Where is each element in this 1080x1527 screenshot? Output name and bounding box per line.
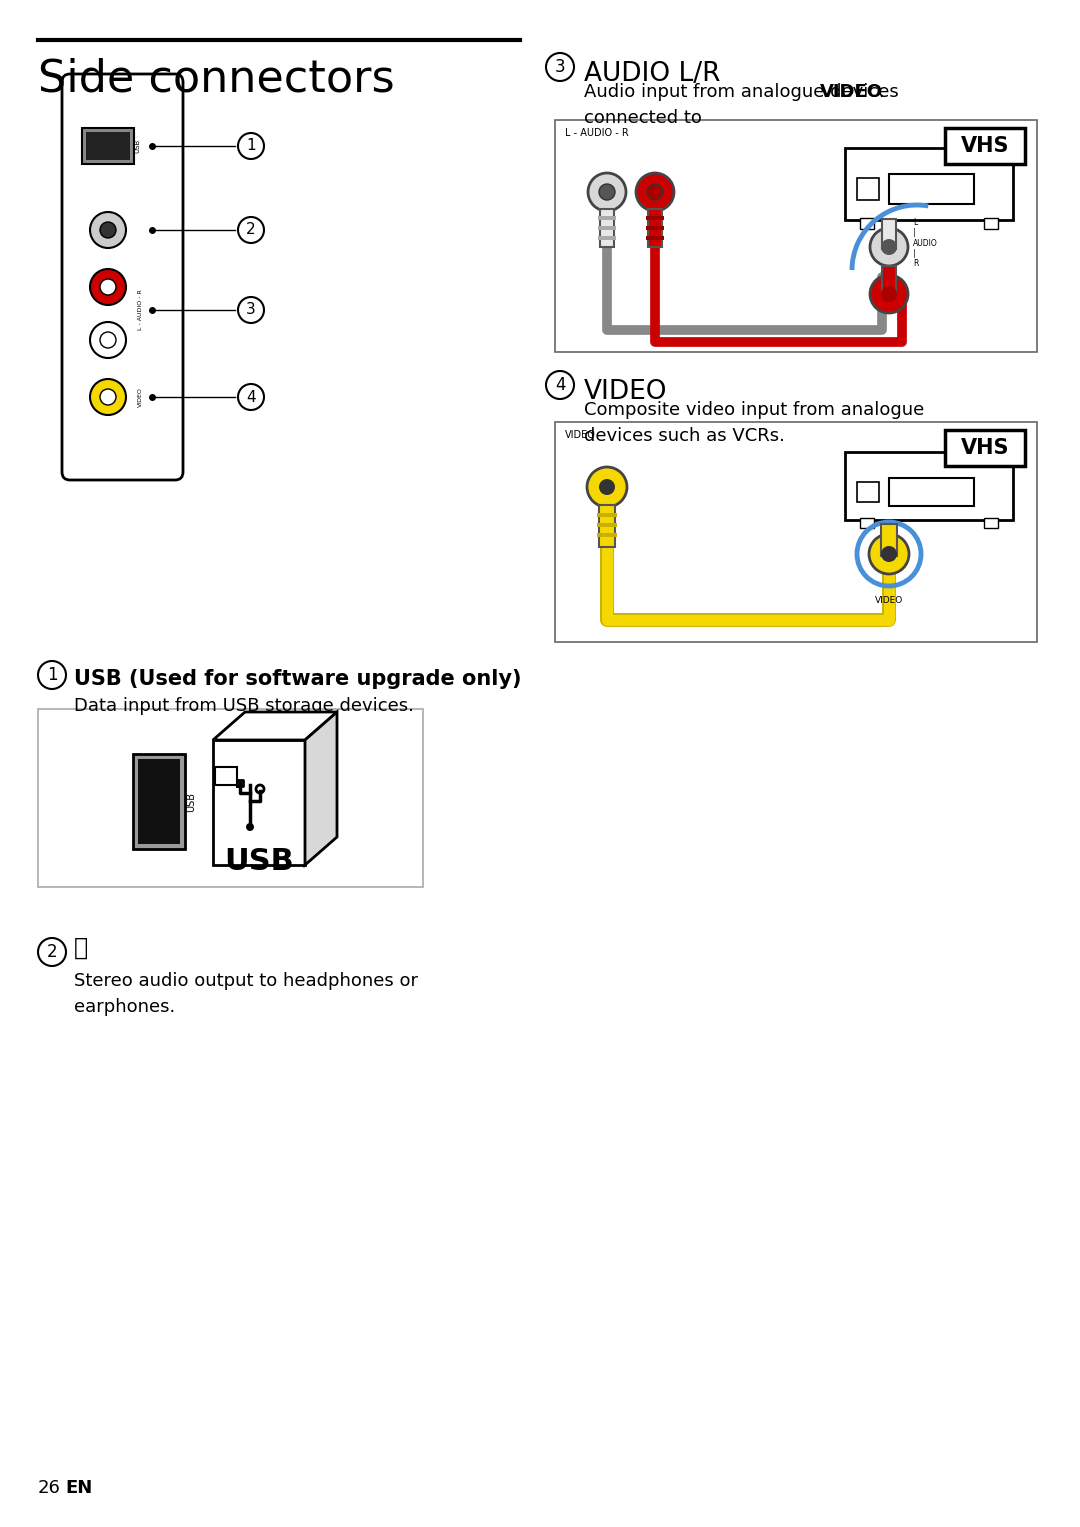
Text: USB: USB (225, 847, 294, 876)
Circle shape (881, 286, 897, 302)
Circle shape (647, 183, 663, 200)
Circle shape (870, 228, 908, 266)
Bar (845, 148, 1013, 220)
Bar (646, 226, 664, 231)
Circle shape (881, 547, 897, 562)
Bar (881, 524, 897, 556)
Text: Side connectors: Side connectors (38, 56, 394, 99)
Bar (882, 266, 896, 296)
Bar (598, 237, 616, 240)
Text: VHS: VHS (961, 438, 1009, 458)
Bar (555, 421, 1037, 641)
Text: EN: EN (65, 1480, 92, 1496)
Text: L
|
AUDIO
|
R: L | AUDIO | R (913, 218, 937, 269)
Bar (945, 128, 1025, 163)
Text: USB: USB (186, 791, 195, 811)
Circle shape (90, 212, 126, 247)
Text: Stereo audio output to headphones or
earphones.: Stereo audio output to headphones or ear… (75, 973, 418, 1017)
Text: L - AUDIO - R: L - AUDIO - R (137, 290, 143, 330)
Bar (882, 218, 896, 249)
Polygon shape (213, 712, 337, 741)
Bar (945, 431, 1025, 466)
Bar (889, 478, 974, 505)
Text: 4: 4 (246, 389, 256, 405)
Bar (213, 741, 305, 864)
Text: 4: 4 (555, 376, 565, 394)
Circle shape (100, 221, 116, 238)
Bar (646, 215, 664, 220)
Text: Composite video input from analogue
devices such as VCRs.: Composite video input from analogue devi… (584, 402, 924, 446)
Bar (86, 131, 130, 160)
Circle shape (100, 279, 116, 295)
Bar (38, 709, 423, 887)
Bar (82, 128, 134, 163)
Circle shape (246, 823, 254, 831)
Text: VIDEO: VIDEO (137, 386, 143, 406)
Bar (597, 513, 617, 518)
Text: 2: 2 (46, 944, 57, 960)
Bar (138, 759, 180, 844)
Circle shape (869, 534, 909, 574)
Text: VIDEO: VIDEO (820, 82, 883, 101)
Circle shape (599, 479, 615, 495)
Text: USB: USB (134, 139, 140, 153)
Circle shape (588, 173, 626, 211)
Bar (646, 237, 664, 240)
Bar (889, 174, 974, 205)
Circle shape (90, 379, 126, 415)
Bar (597, 533, 617, 538)
Bar (555, 121, 1037, 353)
Bar (597, 524, 617, 527)
Text: VIDEO: VIDEO (584, 379, 667, 405)
Bar (598, 226, 616, 231)
Text: VIDEO: VIDEO (565, 431, 596, 440)
Circle shape (90, 269, 126, 305)
Text: .: . (878, 82, 883, 101)
Text: USB (Used for software upgrade only): USB (Used for software upgrade only) (75, 669, 522, 689)
Text: 🎧: 🎧 (75, 936, 89, 960)
Bar (860, 518, 874, 528)
Bar (599, 505, 615, 547)
Circle shape (881, 240, 897, 255)
Bar (984, 218, 998, 229)
Circle shape (100, 331, 116, 348)
Bar (648, 209, 662, 247)
FancyBboxPatch shape (62, 73, 183, 479)
Text: AUDIO L/R: AUDIO L/R (584, 61, 720, 87)
Bar (860, 218, 874, 229)
Bar (133, 754, 185, 849)
Bar (845, 452, 1013, 521)
Circle shape (588, 467, 627, 507)
Text: 1: 1 (246, 139, 256, 154)
Circle shape (636, 173, 674, 211)
Text: 26: 26 (38, 1480, 60, 1496)
Bar (215, 767, 237, 785)
Text: Audio input from analogue devices
connected to: Audio input from analogue devices connec… (584, 82, 899, 127)
Text: Data input from USB storage devices.: Data input from USB storage devices. (75, 696, 414, 715)
Bar (598, 215, 616, 220)
Text: 2: 2 (246, 223, 256, 238)
Text: VIDEO: VIDEO (875, 596, 903, 605)
Text: 3: 3 (555, 58, 565, 76)
Polygon shape (305, 712, 337, 864)
Text: VHS: VHS (961, 136, 1009, 156)
Bar (984, 518, 998, 528)
Circle shape (870, 275, 908, 313)
Text: 1: 1 (46, 666, 57, 684)
Text: L - AUDIO - R: L - AUDIO - R (565, 128, 629, 137)
Bar (600, 209, 615, 247)
Bar (858, 483, 879, 502)
Circle shape (100, 389, 116, 405)
Circle shape (90, 322, 126, 357)
Circle shape (599, 183, 615, 200)
Text: 3: 3 (246, 302, 256, 318)
Bar (858, 179, 879, 200)
